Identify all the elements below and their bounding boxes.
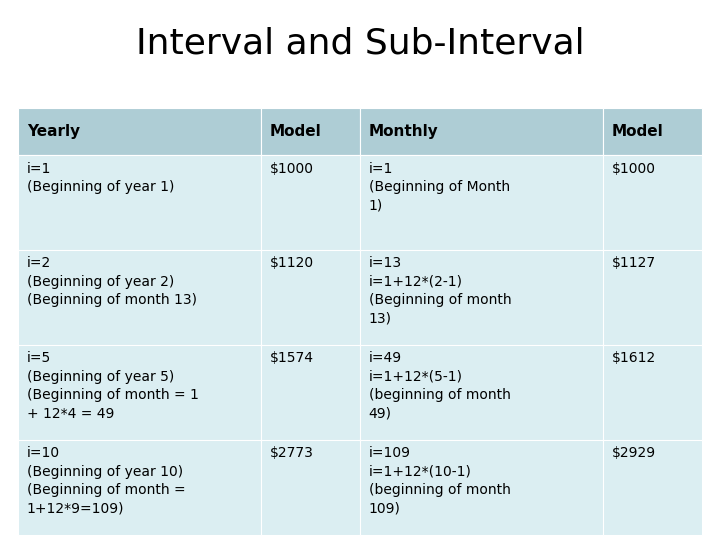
Text: i=49
i=1+12*(5-1)
(beginning of month
49): i=49 i=1+12*(5-1) (beginning of month 49… xyxy=(369,352,510,421)
Text: $1000: $1000 xyxy=(269,161,313,176)
Text: i=10
(Beginning of year 10)
(Beginning of month =
1+12*9=109): i=10 (Beginning of year 10) (Beginning o… xyxy=(27,447,185,516)
Bar xyxy=(360,440,603,535)
Text: $2773: $2773 xyxy=(269,447,313,460)
Text: Model: Model xyxy=(611,124,663,139)
Text: i=1
(Beginning of year 1): i=1 (Beginning of year 1) xyxy=(27,161,174,194)
Text: $1120: $1120 xyxy=(269,256,314,271)
Bar xyxy=(360,345,603,440)
Text: Model: Model xyxy=(269,124,321,139)
Text: $2929: $2929 xyxy=(611,447,656,460)
Bar xyxy=(603,108,702,155)
Bar xyxy=(18,250,261,345)
Bar xyxy=(261,250,360,345)
Text: i=5
(Beginning of year 5)
(Beginning of month = 1
+ 12*4 = 49: i=5 (Beginning of year 5) (Beginning of … xyxy=(27,352,199,421)
Bar xyxy=(18,440,261,535)
Text: Interval and Sub-Interval: Interval and Sub-Interval xyxy=(135,27,585,61)
Text: i=13
i=1+12*(2-1)
(Beginning of month
13): i=13 i=1+12*(2-1) (Beginning of month 13… xyxy=(369,256,511,326)
Bar xyxy=(603,250,702,345)
Bar xyxy=(18,108,261,155)
Bar xyxy=(261,155,360,250)
Bar xyxy=(261,440,360,535)
Text: $1000: $1000 xyxy=(611,161,655,176)
Bar xyxy=(360,108,603,155)
Text: Monthly: Monthly xyxy=(369,124,438,139)
Text: Yearly: Yearly xyxy=(27,124,80,139)
Bar xyxy=(18,155,261,250)
Bar xyxy=(360,250,603,345)
Bar xyxy=(603,155,702,250)
Text: $1574: $1574 xyxy=(269,352,313,366)
Bar xyxy=(261,108,360,155)
Bar xyxy=(603,440,702,535)
Bar xyxy=(360,155,603,250)
Bar xyxy=(261,345,360,440)
Text: i=109
i=1+12*(10-1)
(beginning of month
109): i=109 i=1+12*(10-1) (beginning of month … xyxy=(369,447,510,516)
Bar xyxy=(18,345,261,440)
Bar xyxy=(603,345,702,440)
Text: $1612: $1612 xyxy=(611,352,656,366)
Text: i=2
(Beginning of year 2)
(Beginning of month 13): i=2 (Beginning of year 2) (Beginning of … xyxy=(27,256,197,307)
Text: $1127: $1127 xyxy=(611,256,656,271)
Text: i=1
(Beginning of Month
1): i=1 (Beginning of Month 1) xyxy=(369,161,510,212)
